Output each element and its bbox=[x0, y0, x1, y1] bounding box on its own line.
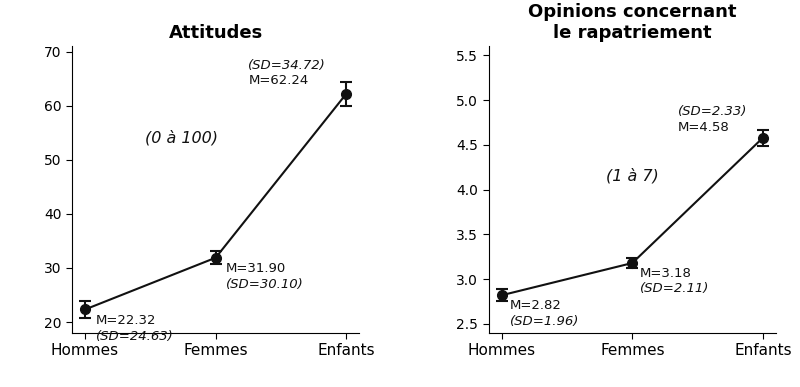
Title: Opinions concernant
le rapatriement: Opinions concernant le rapatriement bbox=[528, 3, 737, 42]
Title: Attitudes: Attitudes bbox=[169, 24, 262, 42]
Text: M=31.90: M=31.90 bbox=[226, 262, 286, 275]
Text: M=2.82: M=2.82 bbox=[510, 299, 562, 312]
Text: M=22.32: M=22.32 bbox=[95, 314, 156, 327]
Text: M=4.58: M=4.58 bbox=[678, 121, 730, 134]
Text: (SD=2.33): (SD=2.33) bbox=[678, 105, 747, 118]
Text: (SD=24.63): (SD=24.63) bbox=[95, 330, 174, 342]
Text: (SD=1.96): (SD=1.96) bbox=[510, 315, 579, 327]
Text: M=3.18: M=3.18 bbox=[640, 267, 692, 279]
Text: (1 à 7): (1 à 7) bbox=[606, 168, 658, 183]
Text: M=62.24: M=62.24 bbox=[248, 74, 309, 87]
Text: (0 à 100): (0 à 100) bbox=[145, 130, 218, 146]
Text: (SD=34.72): (SD=34.72) bbox=[248, 58, 326, 72]
Text: (SD=2.11): (SD=2.11) bbox=[640, 283, 710, 295]
Text: (SD=30.10): (SD=30.10) bbox=[226, 278, 304, 291]
